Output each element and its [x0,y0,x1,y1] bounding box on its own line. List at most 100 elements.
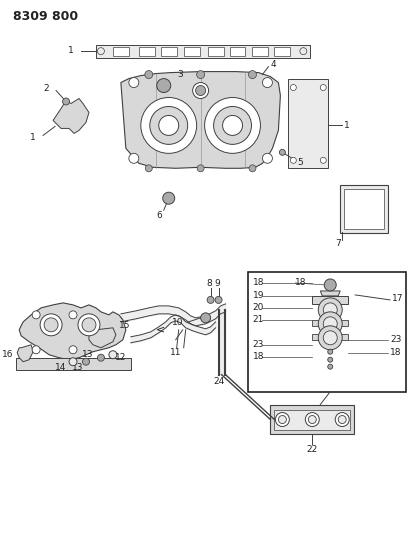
Text: 18: 18 [252,352,263,361]
Circle shape [319,85,326,91]
Circle shape [262,154,272,163]
Circle shape [299,47,306,55]
Circle shape [156,78,170,93]
Bar [270,405,353,434]
Text: 1: 1 [68,46,74,55]
Polygon shape [319,291,339,296]
Circle shape [69,358,77,366]
Circle shape [222,116,242,135]
Circle shape [319,157,326,163]
Circle shape [32,346,40,354]
Circle shape [196,70,204,78]
Text: 5: 5 [297,158,302,167]
Bar [288,78,328,168]
Circle shape [109,351,117,359]
Text: 19: 19 [252,292,263,301]
Polygon shape [89,328,116,348]
Bar [312,320,347,326]
Text: 18: 18 [294,278,306,287]
Circle shape [308,416,315,424]
Bar [160,47,176,55]
Bar [139,47,154,55]
Bar [229,47,245,55]
Circle shape [275,413,289,426]
Circle shape [335,413,348,426]
Circle shape [200,313,210,323]
Circle shape [204,98,260,154]
Circle shape [144,70,153,78]
Polygon shape [160,91,167,100]
Text: 10: 10 [172,318,183,327]
Circle shape [149,107,187,144]
Text: 13: 13 [71,363,83,372]
Circle shape [195,86,205,95]
Circle shape [69,311,77,319]
Text: 9: 9 [214,279,220,288]
Circle shape [322,317,336,331]
Text: 1: 1 [344,121,349,130]
Text: 16: 16 [2,350,13,359]
Circle shape [305,413,319,426]
Text: 3: 3 [177,70,183,79]
Circle shape [337,416,345,424]
Bar [183,47,199,55]
Text: 23: 23 [389,335,400,344]
Bar [312,334,347,340]
Circle shape [324,279,335,291]
Polygon shape [19,303,126,360]
Circle shape [128,78,139,87]
Text: 6: 6 [155,211,161,220]
Circle shape [213,107,251,144]
Bar [96,45,310,58]
Text: 1: 1 [30,133,36,142]
Text: 21: 21 [252,316,263,325]
Circle shape [128,154,139,163]
Circle shape [63,98,70,105]
Bar [312,296,347,304]
Bar [274,47,290,55]
Circle shape [278,416,285,424]
Polygon shape [53,99,89,133]
Polygon shape [121,71,280,168]
Circle shape [317,326,342,350]
Bar [207,47,223,55]
Circle shape [158,116,178,135]
Circle shape [197,165,204,172]
Text: 17: 17 [391,294,402,303]
Circle shape [248,70,256,78]
Bar [339,185,387,233]
Polygon shape [16,358,130,370]
Text: <: < [156,325,165,335]
Circle shape [97,354,104,361]
Circle shape [290,85,296,91]
Bar [248,272,405,392]
Circle shape [97,47,104,55]
Bar [252,47,268,55]
Text: 23: 23 [252,340,263,349]
Text: 8: 8 [206,279,212,288]
Circle shape [327,364,332,369]
Circle shape [322,331,336,345]
Circle shape [162,192,174,204]
Circle shape [262,78,272,87]
Circle shape [44,318,58,332]
Text: 15: 15 [119,321,130,330]
Circle shape [327,349,332,354]
Text: 12: 12 [115,353,126,362]
Circle shape [40,314,62,336]
Bar [274,409,349,430]
Text: 7: 7 [335,239,340,247]
Bar [344,189,383,229]
Text: 22: 22 [306,445,317,454]
Text: 2: 2 [43,84,49,93]
Circle shape [317,298,342,322]
Text: 18: 18 [252,278,263,287]
Text: 4: 4 [270,60,275,69]
Circle shape [192,83,208,99]
Circle shape [145,165,152,172]
Text: 8309 800: 8309 800 [13,10,78,23]
Text: 13: 13 [81,350,93,359]
Circle shape [317,312,342,336]
Circle shape [69,346,77,354]
Circle shape [215,296,222,303]
